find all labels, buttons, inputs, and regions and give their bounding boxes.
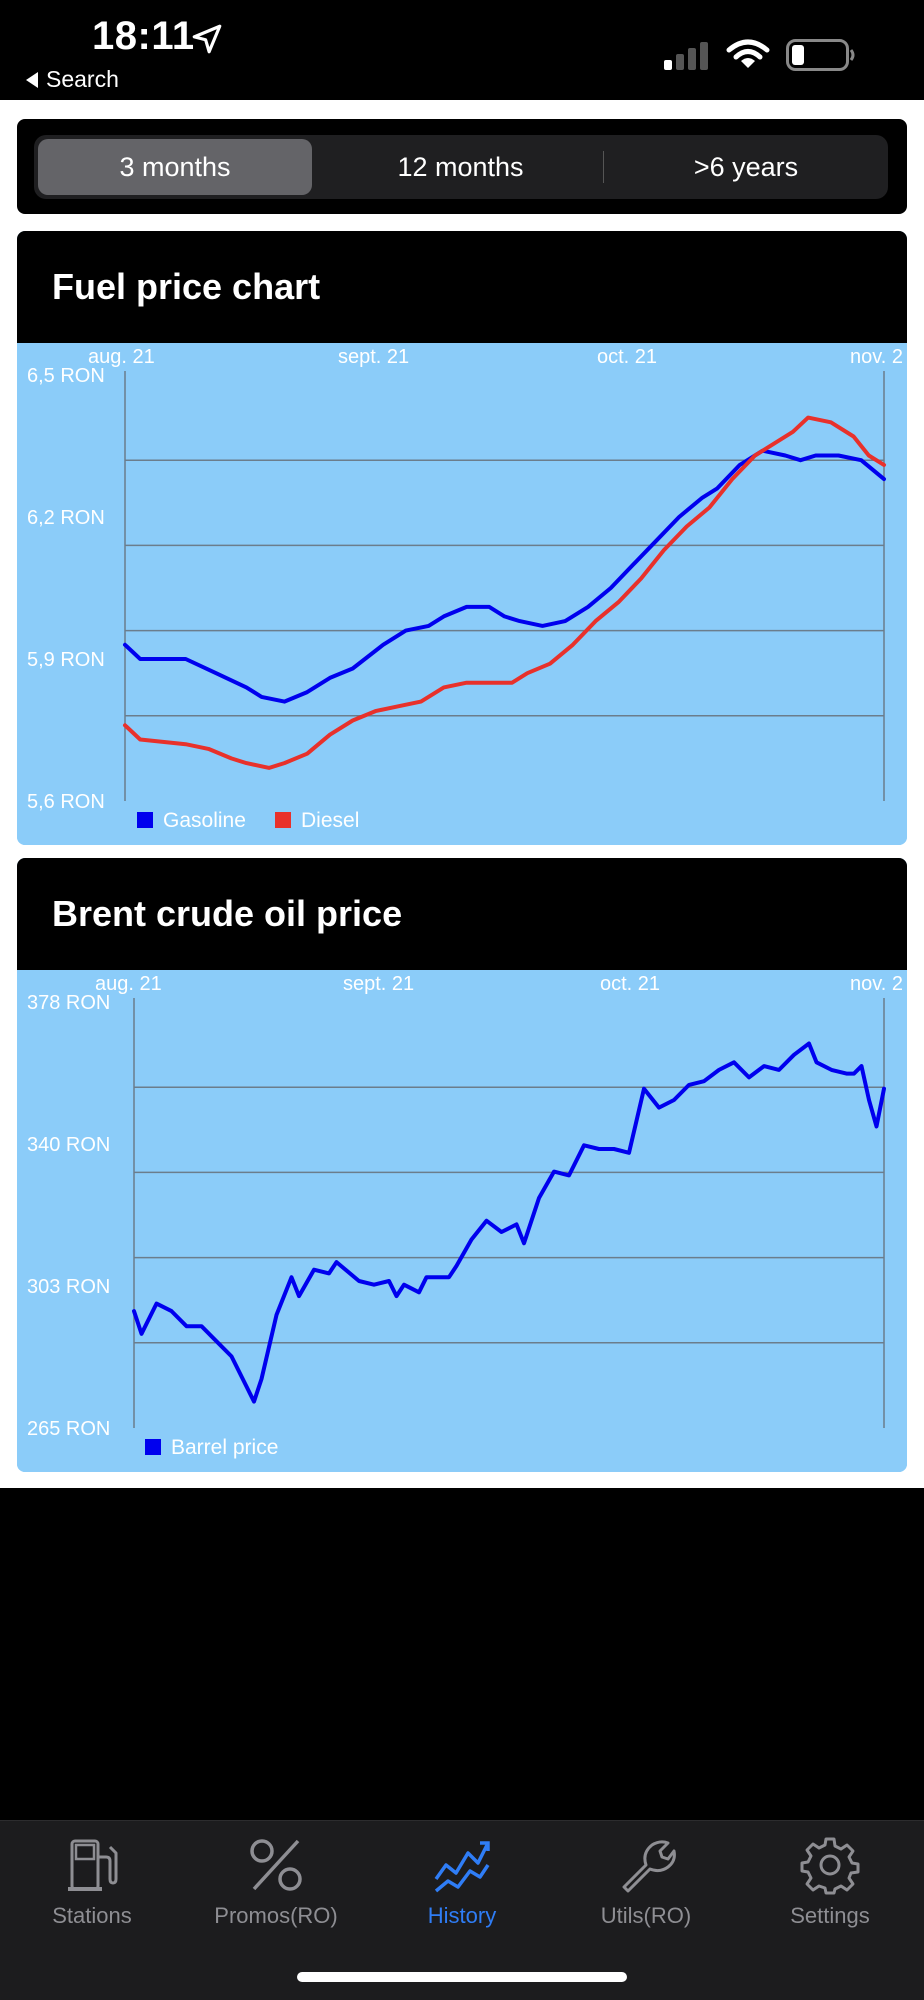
brent-legend-label-0: Barrel price xyxy=(171,1436,278,1459)
tab-bar: Stations Promos(RO) History Utils(RO) S xyxy=(0,1820,924,2000)
brent-price-card: Brent crude oil price aug. 21 sept. 21 oct… xyxy=(17,858,907,1472)
fuel-x-tick-label: aug. 21 xyxy=(88,346,155,368)
brent-chart-title: Brent crude oil price xyxy=(17,858,907,970)
tab-settings-label: Settings xyxy=(790,1903,870,1928)
tab-history[interactable]: History xyxy=(370,1835,554,1945)
fuel-chart-body: aug. 21 sept. 21 oct. 21 nov. 2 6,5 RON 6,2 R… xyxy=(17,343,907,845)
tab-promos-label: Promos(RO) xyxy=(214,1903,338,1928)
home-indicator xyxy=(297,1972,627,1982)
brent-legend-swatch-0 xyxy=(145,1439,161,1455)
fuel-x-tick-label: nov. 2 xyxy=(850,346,903,368)
fuel-y-tick-label: 5,9 RON xyxy=(27,649,105,671)
brent-x-tick-label: nov. 2 xyxy=(850,973,903,995)
fuel-series-line-0 xyxy=(123,448,886,704)
period-segmented-control: 3 months 12 months >6 years xyxy=(34,135,888,199)
brent-series-line-0 xyxy=(132,1041,886,1404)
back-triangle-icon xyxy=(26,71,38,88)
brent-y-tick-label: 303 RON xyxy=(27,1276,110,1298)
trend-chart-icon xyxy=(434,1841,490,1893)
cellular-signal-icon xyxy=(664,42,708,70)
fuel-legend-label-0: Gasoline xyxy=(163,809,246,832)
fuel-series-line-1 xyxy=(123,415,886,770)
brent-chart-body: aug. 21 sept. 21 oct. 21 nov. 2 378 RON 340 R… xyxy=(17,970,907,1472)
brent-y-tick-label: 265 RON xyxy=(27,1418,110,1440)
fuel-legend-label-1: Diesel xyxy=(301,809,359,832)
tab-stations-label: Stations xyxy=(52,1903,132,1928)
wifi-icon xyxy=(726,39,770,68)
tab-promos[interactable]: Promos(RO) xyxy=(184,1835,368,1945)
segment-6-years[interactable]: >6 years xyxy=(693,151,799,182)
segment-3-months[interactable]: 3 months xyxy=(38,139,312,195)
content-area: 3 months 12 months >6 years Fuel price c… xyxy=(0,100,924,1488)
fuel-legend-swatch-1 xyxy=(275,812,291,828)
brent-x-tick-label: oct. 21 xyxy=(600,973,660,995)
battery-icon xyxy=(786,39,855,71)
period-selector-card: 3 months 12 months >6 years xyxy=(17,119,907,214)
fuel-x-tick-label: oct. 21 xyxy=(597,346,657,368)
back-link-label: Search xyxy=(46,66,119,92)
tab-settings[interactable]: Settings xyxy=(738,1835,922,1945)
fuel-price-card: Fuel price chart aug. 21 sept. 21 oct. 21 n… xyxy=(17,231,907,845)
status-time: 18:11 xyxy=(92,14,195,58)
brent-y-tick-label: 378 RON xyxy=(27,992,110,1014)
gear-icon xyxy=(800,1837,860,1895)
fuel-pump-icon xyxy=(68,1839,118,1891)
fuel-price-chart: aug. 21 sept. 21 oct. 21 nov. 2 6,5 RON 6,2 R… xyxy=(27,346,903,832)
fuel-y-tick-label: 5,6 RON xyxy=(27,791,105,813)
fuel-x-tick-label: sept. 21 xyxy=(338,346,409,368)
fuel-y-tick-label: 6,2 RON xyxy=(27,507,105,529)
brent-y-tick-label: 340 RON xyxy=(27,1134,110,1156)
fuel-y-tick-label: 6,5 RON xyxy=(27,365,105,387)
tab-stations[interactable]: Stations xyxy=(0,1835,184,1945)
tab-history-label: History xyxy=(427,1903,497,1928)
segment-divider xyxy=(603,151,604,183)
brent-x-tick-label: sept. 21 xyxy=(343,973,414,995)
fuel-legend-swatch-0 xyxy=(137,812,153,828)
location-arrow-icon xyxy=(192,24,222,54)
tab-utils-label: Utils(RO) xyxy=(600,1903,692,1928)
fuel-chart-title: Fuel price chart xyxy=(17,231,907,343)
wrench-icon xyxy=(622,1840,676,1893)
status-bar: 18:11 Search xyxy=(0,0,924,100)
segment-12-months[interactable]: 12 months xyxy=(397,151,524,182)
percent-icon xyxy=(250,1839,302,1891)
tab-utils[interactable]: Utils(RO) xyxy=(554,1835,738,1945)
brent-x-tick-label: aug. 21 xyxy=(95,973,162,995)
brent-oil-chart: aug. 21 sept. 21 oct. 21 nov. 2 378 RON 340 R… xyxy=(27,973,903,1459)
back-to-search-link[interactable]: Search xyxy=(26,66,119,93)
